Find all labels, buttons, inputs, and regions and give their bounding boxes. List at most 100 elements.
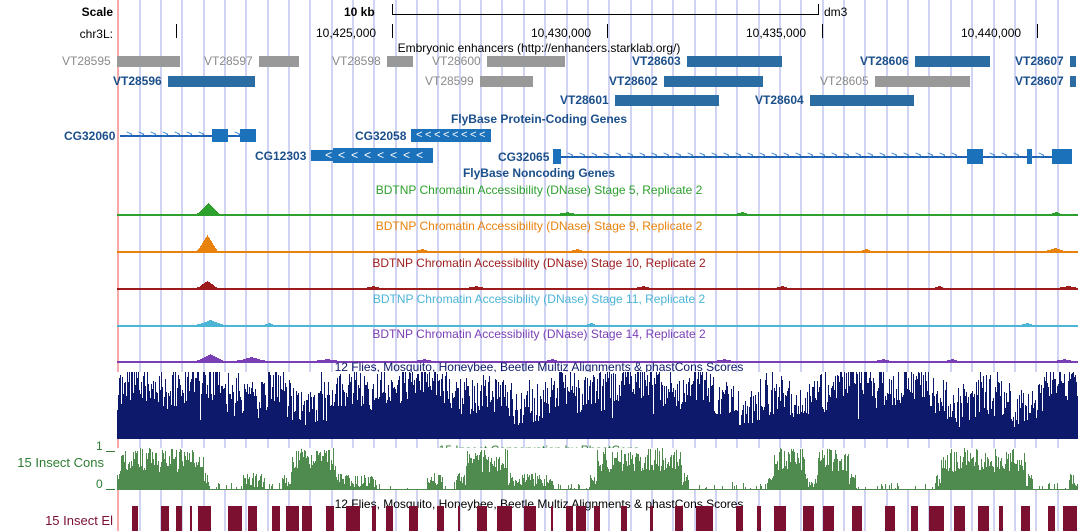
insect-element[interactable] (524, 506, 536, 531)
dnase-peak-bar (1056, 212, 1057, 214)
insect-element[interactable] (346, 506, 360, 531)
enhancer-bar[interactable] (1070, 76, 1076, 87)
insect-element[interactable] (477, 506, 487, 531)
enhancer-bar[interactable] (480, 76, 533, 87)
insect-element[interactable] (885, 506, 895, 531)
insect-element[interactable] (823, 506, 834, 531)
gene-exon[interactable] (411, 129, 491, 142)
insect-element[interactable] (190, 506, 192, 531)
conservation-bar (221, 489, 222, 490)
insect-element[interactable] (176, 506, 182, 531)
multiz-bar (1048, 387, 1049, 439)
insect-element[interactable] (1048, 506, 1055, 531)
insect-element[interactable] (736, 506, 743, 531)
insect-element[interactable] (774, 506, 786, 531)
insect-element[interactable] (576, 506, 586, 531)
gene-exon[interactable] (212, 129, 228, 142)
gene-strand-arrow: > (795, 151, 802, 163)
enhancer-bar[interactable] (810, 95, 914, 106)
multiz-bar (141, 382, 142, 439)
gene-exon[interactable] (240, 129, 256, 142)
insect-element[interactable] (929, 506, 944, 531)
enhancer-bar[interactable] (687, 56, 782, 67)
insect-element[interactable] (286, 506, 299, 531)
gene-exon[interactable] (967, 149, 983, 164)
insect-element[interactable] (650, 506, 653, 531)
dnase-peak-bar (205, 322, 206, 325)
conservation-bar (998, 457, 999, 490)
insect-element[interactable] (161, 506, 169, 531)
conservation-bar (1030, 478, 1031, 490)
multiz-bar (743, 405, 744, 439)
insect-element[interactable] (386, 506, 393, 531)
insect-element[interactable] (458, 506, 460, 531)
dnase-peak (1022, 323, 1032, 325)
enhancer-bar[interactable] (875, 76, 970, 87)
multiz-bar (423, 392, 424, 439)
insect-element[interactable] (302, 506, 312, 531)
insect-element[interactable] (594, 506, 600, 531)
insect-element[interactable] (198, 506, 211, 531)
insect-element[interactable] (696, 506, 713, 531)
multiz-phastcons-plot[interactable] (117, 372, 1078, 439)
dnase-peak-bar (1052, 249, 1053, 251)
multiz-bar (552, 390, 553, 439)
enhancer-bar[interactable] (387, 56, 413, 67)
enhancer-bar[interactable] (259, 56, 299, 67)
insect-element[interactable] (978, 506, 989, 531)
insect-element[interactable] (1063, 506, 1077, 531)
insect-element[interactable] (132, 506, 138, 531)
gene-exon[interactable] (369, 148, 433, 163)
insect-element[interactable] (852, 506, 862, 531)
insect-element[interactable] (437, 506, 444, 531)
insect-element[interactable] (409, 506, 418, 531)
multiz-bar (374, 400, 375, 439)
multiz-bar (501, 406, 502, 439)
insect-element[interactable] (228, 506, 242, 531)
gene-exon[interactable] (1027, 149, 1032, 164)
multiz-bar (311, 397, 312, 439)
enhancer-bar[interactable] (1070, 56, 1076, 67)
gene-exon[interactable] (311, 150, 333, 161)
insect-element[interactable] (272, 506, 280, 531)
gene-exon[interactable] (553, 149, 561, 164)
insect-element[interactable] (621, 506, 627, 531)
enhancer-bar[interactable] (487, 56, 565, 67)
gene-exon[interactable] (333, 148, 369, 163)
conservation-bar (325, 453, 326, 490)
enhancer-bar[interactable] (915, 56, 990, 67)
insect-element[interactable] (497, 506, 512, 531)
multiz-bar (464, 382, 465, 439)
multiz-bar (446, 372, 447, 439)
insect-elements-track[interactable] (117, 506, 1078, 531)
conservation-bar (923, 489, 924, 490)
insect-element[interactable] (566, 506, 573, 531)
multiz-bar (337, 378, 338, 439)
insect-element[interactable] (326, 506, 334, 531)
insect-element[interactable] (911, 506, 918, 531)
dnase-peak-bar (217, 323, 218, 325)
insect-element[interactable] (999, 506, 1003, 531)
multiz-bar (449, 379, 450, 439)
dnase-baseline (117, 325, 1078, 327)
enhancer-bar[interactable] (117, 56, 180, 67)
enhancer-bar[interactable] (664, 76, 763, 87)
insect-element[interactable] (1021, 506, 1030, 531)
insect-element[interactable] (248, 506, 257, 531)
multiz-bar (918, 372, 919, 439)
multiz-bar (952, 411, 953, 439)
insect-element[interactable] (757, 506, 761, 531)
multiz-bar (1034, 403, 1035, 439)
enhancer-bar[interactable] (615, 95, 719, 106)
insect-element[interactable] (372, 506, 376, 531)
conservation-bar (420, 489, 421, 490)
insect-element[interactable] (551, 506, 553, 531)
insect-conservation-plot[interactable] (117, 448, 1078, 490)
insect-element[interactable] (803, 506, 814, 531)
gene-exon[interactable] (1052, 149, 1072, 164)
enhancer-bar[interactable] (168, 76, 255, 87)
insect-element[interactable] (675, 506, 683, 531)
conservation-bar (663, 460, 664, 490)
insect-element[interactable] (954, 506, 965, 531)
